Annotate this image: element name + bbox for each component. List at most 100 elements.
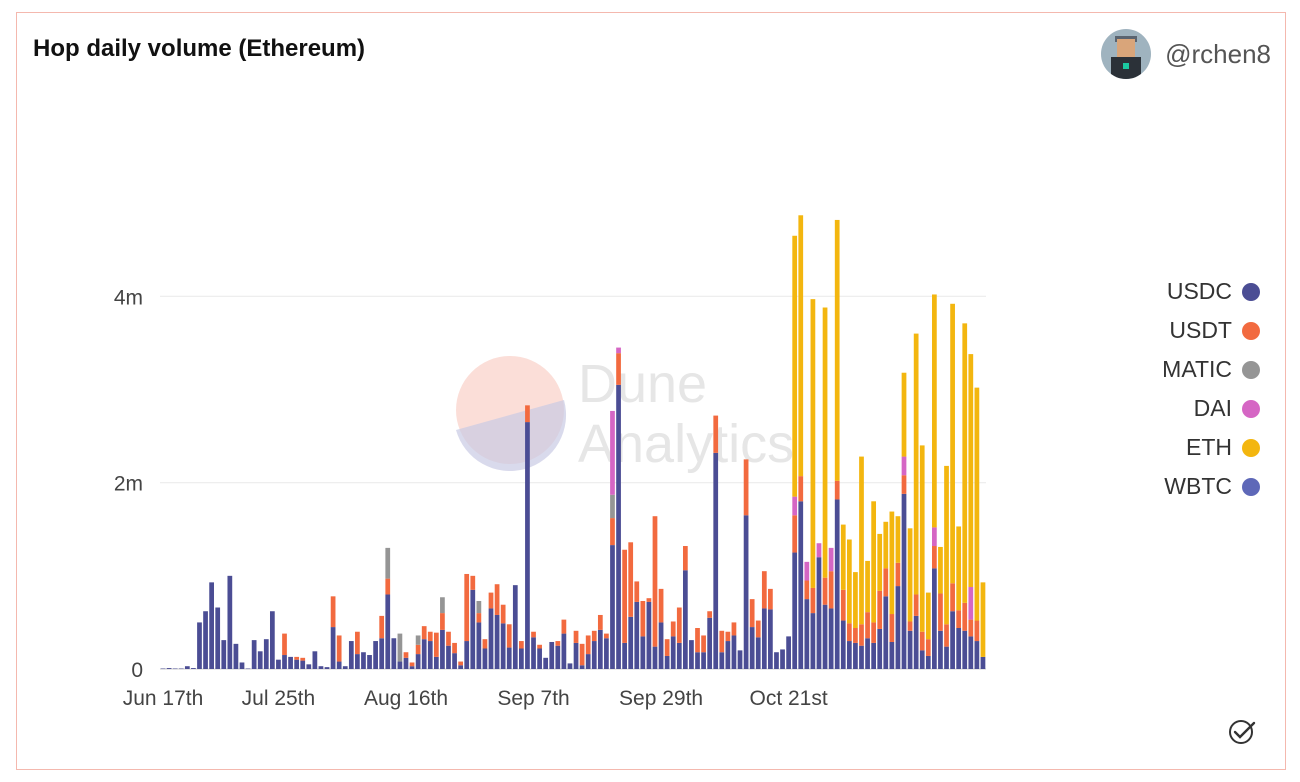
bar-usdt[interactable] <box>713 415 719 453</box>
bar-usdc[interactable] <box>737 650 743 669</box>
bar-usdt[interactable] <box>743 459 749 516</box>
bar-usdc[interactable] <box>944 646 949 669</box>
bar-usdt[interactable] <box>494 584 500 615</box>
bar-usdt[interactable] <box>768 588 773 610</box>
bar-usdc[interactable] <box>215 607 221 669</box>
bar-usdt[interactable] <box>355 631 360 655</box>
bar-usdc[interactable] <box>725 641 731 669</box>
bar-usdc[interactable] <box>257 651 263 669</box>
bar-usdc[interactable] <box>597 629 603 669</box>
bar-usdt[interactable] <box>707 611 713 618</box>
bar-eth[interactable] <box>919 445 925 632</box>
bar-usdc[interactable] <box>227 575 233 669</box>
bar-usdc[interactable] <box>968 636 974 669</box>
bar-usdt[interactable] <box>452 642 457 654</box>
bar-usdc[interactable] <box>276 659 281 669</box>
bar-usdc[interactable] <box>749 627 755 669</box>
bar-usdc[interactable] <box>974 641 980 669</box>
author-badge[interactable]: @rchen8 <box>1101 29 1271 79</box>
bar-usdc[interactable] <box>622 642 627 669</box>
bar-usdc[interactable] <box>555 645 561 669</box>
bar-usdc[interactable] <box>925 655 931 669</box>
bar-usdt[interactable] <box>433 632 439 657</box>
bar-eth[interactable] <box>792 235 798 497</box>
bar-usdt[interactable] <box>488 592 494 609</box>
bar-usdc[interactable] <box>658 622 664 669</box>
bar-usdc[interactable] <box>251 640 257 669</box>
bar-usdc[interactable] <box>689 640 694 669</box>
bar-eth[interactable] <box>901 372 907 457</box>
bar-usdt[interactable] <box>834 480 840 500</box>
bar-usdc[interactable] <box>233 643 239 669</box>
bar-usdt[interactable] <box>427 631 433 642</box>
bar-usdt[interactable] <box>840 589 846 621</box>
bar-usdc[interactable] <box>464 641 470 669</box>
bar-usdc[interactable] <box>288 656 293 669</box>
bar-usdc[interactable] <box>342 666 348 669</box>
bar-matic[interactable] <box>397 633 403 662</box>
bar-usdc[interactable] <box>786 636 791 669</box>
bar-usdc[interactable] <box>172 668 178 670</box>
bar-usdc[interactable] <box>355 654 360 669</box>
bar-usdc[interactable] <box>446 645 451 669</box>
bar-usdc[interactable] <box>804 599 810 669</box>
bar-usdt[interactable] <box>379 615 385 639</box>
bar-usdt[interactable] <box>658 588 664 623</box>
bar-eth[interactable] <box>932 294 937 528</box>
bar-usdt[interactable] <box>670 621 676 637</box>
bar-usdc[interactable] <box>531 637 536 669</box>
bar-usdc[interactable] <box>628 616 634 669</box>
bar-usdc[interactable] <box>397 661 403 669</box>
bar-usdt[interactable] <box>974 620 980 642</box>
bar-usdt[interactable] <box>646 598 652 602</box>
bar-dai[interactable] <box>610 410 615 495</box>
bar-usdt[interactable] <box>962 602 968 631</box>
bar-dai[interactable] <box>828 547 834 572</box>
bar-usdc[interactable] <box>591 641 597 669</box>
bar-usdt[interactable] <box>925 639 931 656</box>
bar-usdc[interactable] <box>913 615 919 669</box>
bar-eth[interactable] <box>962 323 968 603</box>
bar-usdt[interactable] <box>476 613 482 623</box>
bar-usdc[interactable] <box>798 501 804 669</box>
bar-usdc[interactable] <box>919 650 925 669</box>
bar-eth[interactable] <box>865 560 870 613</box>
bar-usdc[interactable] <box>300 660 306 669</box>
bar-matic[interactable] <box>476 600 482 614</box>
bar-eth[interactable] <box>877 533 883 591</box>
bar-usdt[interactable] <box>500 604 506 624</box>
avatar[interactable] <box>1101 29 1152 79</box>
bar-usdc[interactable] <box>774 652 779 669</box>
bar-usdt[interactable] <box>877 590 883 629</box>
bar-eth[interactable] <box>798 215 804 477</box>
bar-usdt[interactable] <box>458 661 464 666</box>
bar-usdt[interactable] <box>950 583 955 612</box>
bar-matic[interactable] <box>610 494 615 519</box>
bar-usdc[interactable] <box>676 642 682 669</box>
bar-usdc[interactable] <box>585 654 591 669</box>
bar-usdc[interactable] <box>324 667 330 669</box>
bar-usdc[interactable] <box>537 648 542 669</box>
bar-usdt[interactable] <box>604 633 609 639</box>
bar-usdt[interactable] <box>610 518 615 546</box>
bar-usdc[interactable] <box>634 601 640 669</box>
bar-usdc[interactable] <box>203 611 208 669</box>
bar-usdc[interactable] <box>197 622 202 669</box>
bar-dai[interactable] <box>616 347 621 354</box>
bar-usdc[interactable] <box>743 515 749 669</box>
bar-usdc[interactable] <box>348 641 354 669</box>
bar-eth[interactable] <box>950 303 955 584</box>
bar-usdc[interactable] <box>482 648 488 669</box>
bar-eth[interactable] <box>974 387 980 621</box>
bar-usdt[interactable] <box>300 657 306 661</box>
checkmark-icon[interactable] <box>1227 717 1257 747</box>
bar-usdt[interactable] <box>519 641 524 649</box>
bar-usdc[interactable] <box>755 637 761 669</box>
bar-usdc[interactable] <box>834 499 840 669</box>
bar-matic[interactable] <box>385 547 391 579</box>
bar-eth[interactable] <box>822 307 828 578</box>
bar-usdc[interactable] <box>178 668 184 670</box>
bar-usdc[interactable] <box>318 666 324 669</box>
bar-usdc[interactable] <box>415 654 421 669</box>
bar-usdt[interactable] <box>421 626 427 640</box>
